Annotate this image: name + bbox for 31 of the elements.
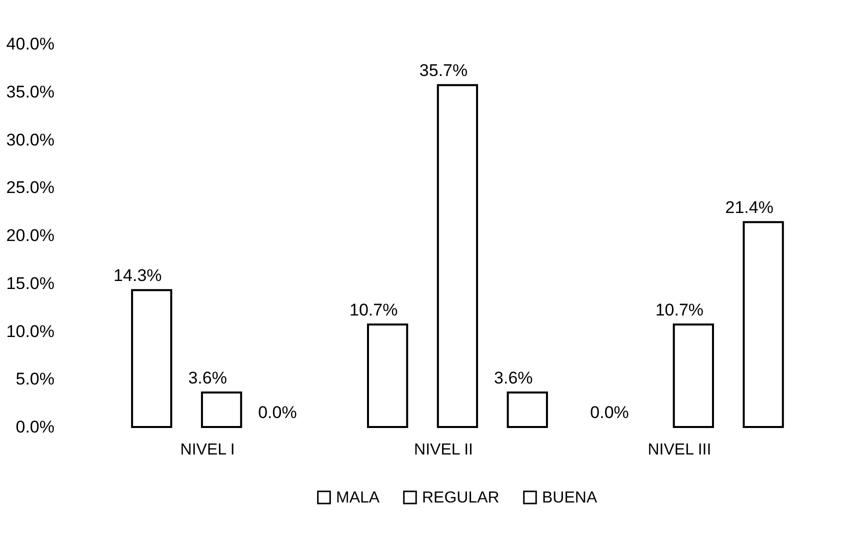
data-label: 0.0% <box>258 403 297 422</box>
legend-label: REGULAR <box>422 489 500 506</box>
legend-label: BUENA <box>542 489 598 506</box>
bar <box>200 392 242 428</box>
data-label: 3.6% <box>494 368 533 388</box>
data-label: 10.7% <box>655 300 704 320</box>
bar <box>672 324 714 428</box>
y-tick-label: 10.0% <box>6 322 54 341</box>
bar <box>131 289 172 428</box>
bar <box>436 84 478 428</box>
bar <box>506 392 548 428</box>
data-label: 10.7% <box>349 300 398 320</box>
y-tick-label: 30.0% <box>6 130 54 150</box>
y-tick-label: 20.0% <box>6 226 54 245</box>
legend-label: MALA <box>336 489 380 506</box>
x-tick-label: NIVEL II <box>414 442 473 458</box>
bar <box>742 221 784 428</box>
data-label: 35.7% <box>419 61 468 80</box>
data-label: 21.4% <box>725 198 774 218</box>
x-tick-label: NIVEL I <box>180 442 235 458</box>
bar <box>367 324 408 428</box>
data-label: 14.3% <box>114 266 162 286</box>
data-label: 0.0% <box>590 403 629 422</box>
y-tick-label: 15.0% <box>6 274 54 293</box>
y-tick-label: 35.0% <box>6 82 54 102</box>
data-label: 3.6% <box>188 368 227 388</box>
y-tick-label: 5.0% <box>16 370 54 389</box>
y-tick-label: 0.0% <box>16 418 54 436</box>
y-tick-label: 40.0% <box>6 34 54 54</box>
x-tick-label: NIVEL III <box>648 442 712 458</box>
y-tick-label: 25.0% <box>6 178 54 198</box>
